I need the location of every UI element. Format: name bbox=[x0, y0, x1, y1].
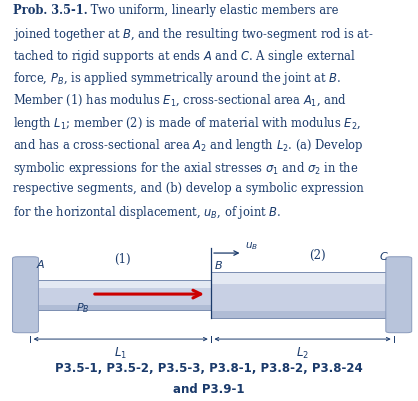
Text: force, $P_B$, is applied symmetrically around the joint at $B$.: force, $P_B$, is applied symmetrically a… bbox=[13, 71, 341, 87]
Text: P3.5-1, P3.5-2, P3.5-3, P3.8-1, P3.8-2, P3.8-24: P3.5-1, P3.5-2, P3.5-3, P3.8-1, P3.8-2, … bbox=[55, 362, 363, 375]
Text: and P3.9-1: and P3.9-1 bbox=[173, 383, 245, 397]
FancyBboxPatch shape bbox=[386, 257, 412, 333]
Text: $A$: $A$ bbox=[36, 258, 45, 270]
Text: $P_B$: $P_B$ bbox=[76, 302, 90, 315]
Bar bbox=[33, 279, 211, 310]
Bar bbox=[211, 311, 391, 318]
FancyBboxPatch shape bbox=[13, 257, 38, 333]
Text: $L_1$: $L_1$ bbox=[114, 346, 127, 361]
Bar bbox=[211, 271, 391, 318]
Text: Member (1) has modulus $E_1$, cross-sectional area $A_1$, and: Member (1) has modulus $E_1$, cross-sect… bbox=[13, 93, 347, 108]
Text: tached to rigid supports at ends $A$ and $C$. A single external: tached to rigid supports at ends $A$ and… bbox=[13, 48, 355, 65]
Text: $L_2$: $L_2$ bbox=[296, 346, 309, 361]
Text: symbolic expressions for the axial stresses $\sigma_1$ and $\sigma_2$ in the: symbolic expressions for the axial stres… bbox=[13, 160, 358, 176]
Text: and has a cross-sectional area $A_2$ and length $L_2$. (a) Develop: and has a cross-sectional area $A_2$ and… bbox=[13, 137, 363, 154]
Text: respective segments, and (b) develop a symbolic expression: respective segments, and (b) develop a s… bbox=[13, 182, 363, 195]
Text: $u_B$: $u_B$ bbox=[245, 241, 258, 252]
Bar bbox=[33, 279, 211, 310]
Text: Prob. 3.5-1.: Prob. 3.5-1. bbox=[13, 4, 87, 16]
Text: $C$: $C$ bbox=[379, 250, 389, 262]
Bar bbox=[33, 306, 211, 310]
Bar bbox=[211, 271, 391, 284]
Bar bbox=[211, 271, 391, 318]
Text: (2): (2) bbox=[309, 249, 326, 262]
Text: $B$: $B$ bbox=[214, 259, 223, 271]
Text: (1): (1) bbox=[114, 253, 130, 266]
Text: Two uniform, linearly elastic members are: Two uniform, linearly elastic members ar… bbox=[87, 4, 339, 16]
Bar bbox=[33, 279, 211, 288]
Text: for the horizontal displacement, $u_B$, of joint $B$.: for the horizontal displacement, $u_B$, … bbox=[13, 204, 281, 221]
Text: length $L_1$; member (2) is made of material with modulus $E_2$,: length $L_1$; member (2) is made of mate… bbox=[13, 115, 361, 132]
Text: joined together at $B$, and the resulting two-segment rod is at-: joined together at $B$, and the resultin… bbox=[13, 26, 373, 43]
